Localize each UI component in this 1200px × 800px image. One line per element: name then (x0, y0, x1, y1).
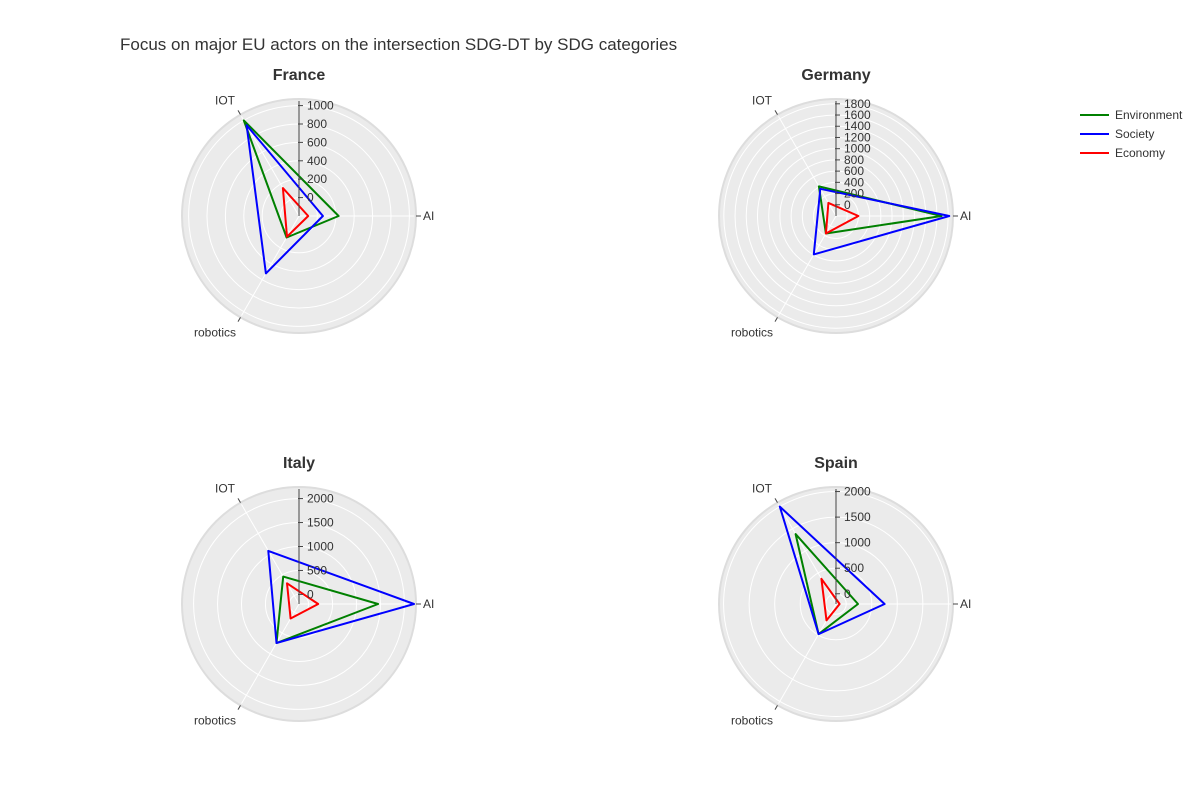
radial-tick-label: 1000 (844, 536, 871, 550)
series-line-environment (794, 533, 859, 636)
angular-gridline (241, 215, 300, 316)
radial-tick-label: 1200 (844, 130, 871, 144)
radial-tick-label: 200 (844, 187, 864, 201)
radial-tick-label: 1000 (307, 99, 334, 113)
category-label-ai: AI (423, 597, 434, 611)
legend-item-economy[interactable]: Economy (1080, 146, 1165, 160)
chart-title: Focus on major EU actors on the intersec… (120, 35, 677, 54)
legend-item-society[interactable]: Society (1080, 127, 1154, 141)
radial-tick-label: 0 (844, 198, 851, 212)
angular-tick (237, 498, 241, 503)
category-label-robotics: robotics (194, 713, 236, 727)
radial-tick-label: 2000 (844, 485, 871, 499)
radial-tick-label: 500 (844, 561, 864, 575)
category-label-robotics: robotics (731, 713, 773, 727)
panel-title: Italy (283, 455, 315, 472)
radial-tick-label: 1000 (844, 142, 871, 156)
angular-gridline (241, 603, 300, 704)
angular-tick (237, 317, 241, 322)
radial-tick-label: 0 (844, 587, 851, 601)
angular-tick (774, 317, 778, 322)
category-label-ai: AI (423, 209, 434, 223)
series-line-environment (275, 575, 380, 644)
category-label-ai: AI (960, 209, 971, 223)
category-label-iot: IOT (215, 94, 236, 108)
category-label-iot: IOT (752, 482, 773, 496)
angular-gridline (241, 116, 300, 217)
legend-label: Environment (1115, 108, 1183, 122)
polar-panels: 02004006008001000AIIOTroboticsFrance0200… (181, 67, 971, 727)
series-line-economy (281, 187, 310, 238)
radial-tick-label: 0 (307, 191, 314, 205)
series-line-economy (286, 582, 320, 620)
series-line-society (245, 124, 324, 275)
angular-gridline (778, 116, 837, 217)
radial-tick-label: 1600 (844, 108, 871, 122)
legend-label: Economy (1115, 146, 1165, 160)
series-line-economy (824, 201, 860, 235)
radial-tick-label: 800 (307, 117, 327, 131)
radial-tick-label: 600 (307, 135, 327, 149)
angular-tick (774, 705, 778, 710)
angular-tick (774, 498, 778, 503)
radial-tick-label: 2000 (307, 492, 334, 506)
category-label-iot: IOT (215, 482, 236, 496)
angular-tick (237, 110, 241, 115)
radial-tick-label: 0 (307, 587, 314, 601)
series-line-society (812, 187, 951, 256)
series-line-economy (820, 577, 841, 622)
radial-tick-label: 500 (307, 563, 327, 577)
radial-tick-label: 600 (844, 164, 864, 178)
radial-tick-label: 1500 (307, 516, 334, 530)
angular-tick (774, 110, 778, 115)
category-label-robotics: robotics (194, 325, 236, 339)
category-label-ai: AI (960, 597, 971, 611)
radial-tick-label: 1400 (844, 119, 871, 133)
panel-title: Germany (801, 67, 870, 84)
category-label-iot: IOT (752, 94, 773, 108)
legend: Environment Society Economy (1080, 108, 1183, 160)
radial-tick-label: 400 (844, 175, 864, 189)
polar-panel-spain: 0 500 1000 1500 2000 AI IOT robotics Spain (718, 455, 971, 727)
legend-label: Society (1115, 127, 1154, 141)
radial-tick-label: 1500 (844, 510, 871, 524)
radial-tick-label: 1000 (307, 540, 334, 554)
legend-item-environment[interactable]: Environment (1080, 108, 1183, 122)
radial-tick-label: 400 (307, 154, 327, 168)
angular-gridline (241, 504, 300, 605)
angular-tick (237, 705, 241, 710)
radial-tick-label: 200 (307, 172, 327, 186)
category-label-robotics: robotics (731, 325, 773, 339)
polar-panel-italy: 0 500 1000 1500 2000 AI IOT robotics Italy (181, 455, 434, 727)
series-line-society (778, 505, 886, 636)
series-line-society (267, 549, 415, 644)
radial-tick-label: 800 (844, 153, 864, 167)
panel-title: France (273, 67, 326, 84)
panel-title: Spain (814, 455, 858, 472)
radial-tick-label: 1800 (844, 97, 871, 111)
polar-panel-france: 0 200 400 600 800 1000 AI IOT robotics France (181, 67, 434, 339)
